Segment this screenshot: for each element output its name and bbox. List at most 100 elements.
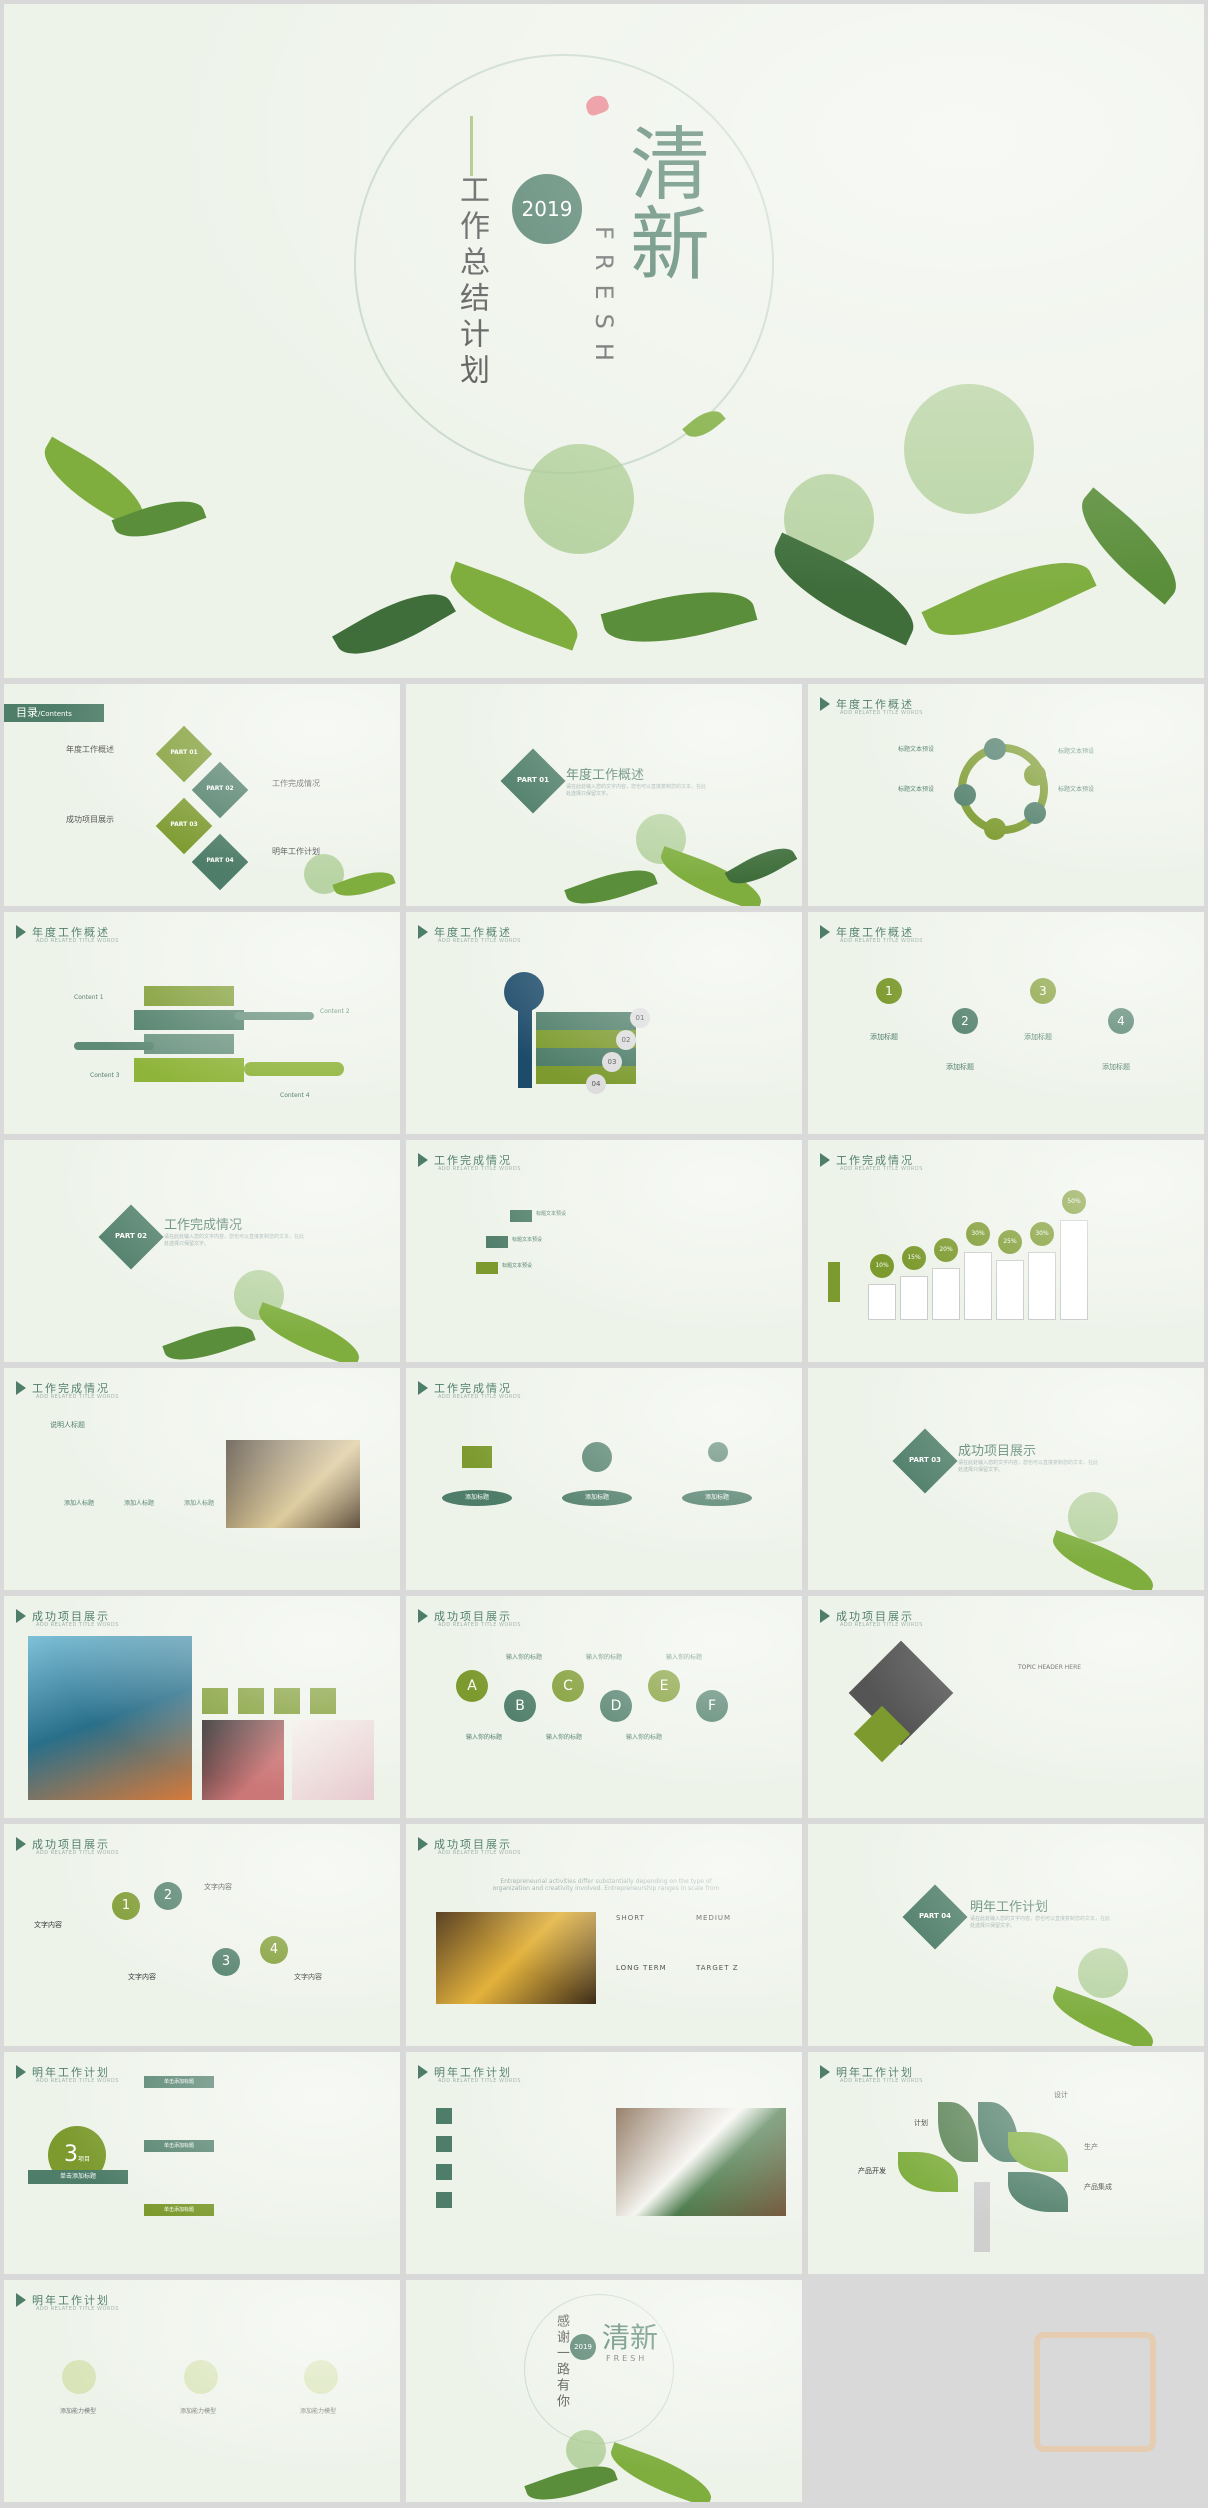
chevron-icon <box>16 1609 26 1623</box>
completion-slide-4[interactable]: 工作完成情况 ADD RELATED TITLE WORDS 添加标题 添加标题 … <box>406 1368 802 1590</box>
end-slide[interactable]: 2019 清新 FRESH 感谢一路有你 <box>406 2280 802 2502</box>
pct-badge: 30% <box>966 1222 990 1246</box>
toc-slide[interactable]: 目录/Contents PART 01 PART 02 PART 03 PART… <box>4 684 400 906</box>
term-target: TARGET Z <box>696 1964 739 1972</box>
letter-circle: D <box>600 1690 632 1722</box>
plan-slide-2[interactable]: 明年工作计划 ADD RELATED TITLE WORDS <box>406 2052 802 2274</box>
header-sub: ADD RELATED TITLE WORDS <box>36 2306 119 2312</box>
plan-slide-1[interactable]: 明年工作计划 ADD RELATED TITLE WORDS 3项目 单击添加标题… <box>4 2052 400 2274</box>
toc-part3: PART 03 <box>170 821 198 828</box>
banner: 单击添加标题 <box>28 2170 128 2184</box>
tree-label-design: 设计 <box>1054 2091 1068 2099</box>
topic-header: TOPIC HEADER HERE <box>1018 1664 1082 1671</box>
chevron-icon <box>16 925 26 939</box>
term-short: SHORT <box>616 1914 645 1922</box>
label-pill3[interactable]: 添加标题 <box>682 1490 752 1506</box>
project-slide-1[interactable]: 成功项目展示 ADD RELATED TITLE WORDS <box>4 1596 400 1818</box>
completion-slide-1[interactable]: 工作完成情况 ADD RELATED TITLE WORDS 标题文本预设 标题文… <box>406 1140 802 1362</box>
slide-header: 年度工作概述 ADD RELATED TITLE WORDS <box>418 924 520 944</box>
plan-slide-3[interactable]: 明年工作计划 ADD RELATED TITLE WORDS 设计 计划 生产 产… <box>808 2052 1204 2274</box>
project-slide-5[interactable]: 成功项目展示 ADD RELATED TITLE WORDS Entreprene… <box>406 1824 802 2046</box>
flag-label3: 标题文本预设 <box>502 1263 533 1269</box>
tag2: 添加人标题 <box>124 1500 155 1507</box>
cover-slide[interactable]: 2019 清新 FRESH 工作总结计划 <box>4 4 1204 678</box>
pct-column <box>932 1268 960 1320</box>
leaf-decor <box>564 859 658 906</box>
chevron-icon <box>16 1381 26 1395</box>
leaf-decor <box>332 576 456 672</box>
block-title: 说明人标题 <box>50 1421 85 1429</box>
section4-desc: 请在此处输入您的文字内容，您也可以直接复制您的文本，在此处选择只保留文字。 <box>970 1916 1111 1929</box>
label-pill2[interactable]: 添加标题 <box>562 1490 632 1506</box>
bar-line <box>74 1042 154 1050</box>
slide-header: 成功项目展示 ADD RELATED TITLE WORDS <box>16 1608 118 1628</box>
toc-part2: PART 02 <box>206 785 234 792</box>
step-num3: 03 <box>602 1052 622 1072</box>
slide-header: 成功项目展示 ADD RELATED TITLE WORDS <box>16 1836 118 1856</box>
end-title-big: 清新 <box>602 2321 659 2354</box>
section3-part: PART 03 <box>909 1456 941 1464</box>
num-circle1: 1 <box>112 1892 140 1920</box>
flag-label1: 标题文本预设 <box>536 1211 567 1217</box>
header-sub: ADD RELATED TITLE WORDS <box>36 1622 119 1628</box>
header-sub: ADD RELATED TITLE WORDS <box>36 938 119 944</box>
header-sub: ADD RELATED TITLE WORDS <box>36 1850 119 1856</box>
hub-node <box>984 738 1006 760</box>
completion-slide-3[interactable]: 工作完成情况 ADD RELATED TITLE WORDS 说明人标题 添加人标… <box>4 1368 400 1590</box>
slide-header: 成功项目展示 ADD RELATED TITLE WORDS <box>820 1608 922 1628</box>
toc-label2: 工作完成情况 <box>272 779 320 788</box>
section3-slide[interactable]: PART 03 成功项目展示 请在此处输入您的文字内容，您也可以直接复制您的文本… <box>808 1368 1204 1590</box>
bar-line <box>234 1012 314 1020</box>
pct-badge: 25% <box>998 1230 1022 1254</box>
leaf-decor <box>600 575 758 659</box>
hub-node <box>984 818 1006 840</box>
project-slide-4[interactable]: 成功项目展示 ADD RELATED TITLE WORDS 1 2 3 4 文字… <box>4 1824 400 2046</box>
header-title: 工作完成情况 <box>32 1382 110 1395</box>
chevron-icon <box>418 1837 428 1851</box>
decor-bar <box>470 116 473 176</box>
chevron-icon <box>16 2065 26 2079</box>
model-label3: 添加能力模型 <box>300 2408 337 2415</box>
tree-leaf <box>1008 2172 1068 2212</box>
section1-slide[interactable]: PART 01 年度工作概述 请在此处输入您的文字内容，您也可以直接复制您的文本… <box>406 684 802 906</box>
plan-slide-4[interactable]: 明年工作计划 ADD RELATED TITLE WORDS 添加能力模型 添加能… <box>4 2280 400 2502</box>
section2-title: 工作完成情况 <box>164 1218 243 1233</box>
term-medium: MEDIUM <box>696 1914 732 1922</box>
tree-leaf <box>938 2102 978 2162</box>
overview-label1: 标题文本预设 <box>898 746 935 753</box>
project-slide-3[interactable]: 成功项目展示 ADD RELATED TITLE WORDS TOPIC HEAD… <box>808 1596 1204 1818</box>
sunflower-photo <box>436 1912 596 2004</box>
globe-icon <box>582 1442 612 1472</box>
hub-node <box>954 784 976 806</box>
label-pill1[interactable]: 添加标题 <box>442 1490 512 1506</box>
book-photo <box>202 1720 284 1800</box>
section4-slide[interactable]: PART 04 明年工作计划 请在此处输入您的文字内容，您也可以直接复制您的文本… <box>808 1824 1204 2046</box>
header-sub: ADD RELATED TITLE WORDS <box>840 710 923 716</box>
header-sub: ADD RELATED TITLE WORDS <box>840 2078 923 2084</box>
list-icon <box>436 2164 452 2180</box>
overview-slide-3[interactable]: 年度工作概述 ADD RELATED TITLE WORDS 01 02 03 0… <box>406 912 802 1134</box>
tree-leaf <box>898 2152 958 2192</box>
pin-icon: 2 <box>952 1008 978 1034</box>
slide-header: 明年工作计划 ADD RELATED TITLE WORDS <box>16 2064 118 2084</box>
header-title: 年度工作概述 <box>32 926 110 939</box>
icon-tile <box>238 1688 264 1714</box>
overview-slide-4[interactable]: 年度工作概述 ADD RELATED TITLE WORDS 1 2 3 4 添加… <box>808 912 1204 1134</box>
tree-label-integration: 产品集成 <box>1084 2183 1112 2191</box>
letter-circle: B <box>504 1690 536 1722</box>
stack-layer <box>144 986 234 1006</box>
pct-column <box>868 1284 896 1320</box>
overview-slide-1[interactable]: 年度工作概述 ADD RELATED TITLE WORDS 标题文本预设 标题文… <box>808 684 1204 906</box>
year-badge: 2019 <box>512 174 582 244</box>
step-chart: 10% 15% 20% 30% 25% 30% 50% <box>868 1190 1108 1350</box>
slide-header: 工作完成情况 ADD RELATED TITLE WORDS <box>16 1380 118 1400</box>
header-sub: ADD RELATED TITLE WORDS <box>36 1394 119 1400</box>
completion-slide-2[interactable]: 工作完成情况 ADD RELATED TITLE WORDS 10% 15% 20% 3… <box>808 1140 1204 1362</box>
header-sub: ADD RELATED TITLE WORDS <box>840 1622 923 1628</box>
header-title: 明年工作计划 <box>32 2066 110 2079</box>
overview-slide-2[interactable]: 年度工作概述 ADD RELATED TITLE WORDS Content 1 … <box>4 912 400 1134</box>
term-long: LONG TERM <box>616 1964 667 1972</box>
header-title: 成功项目展示 <box>434 1838 512 1851</box>
section2-slide[interactable]: PART 02 工作完成情况 请在此处输入您的文字内容，您也可以直接复制您的文本… <box>4 1140 400 1362</box>
